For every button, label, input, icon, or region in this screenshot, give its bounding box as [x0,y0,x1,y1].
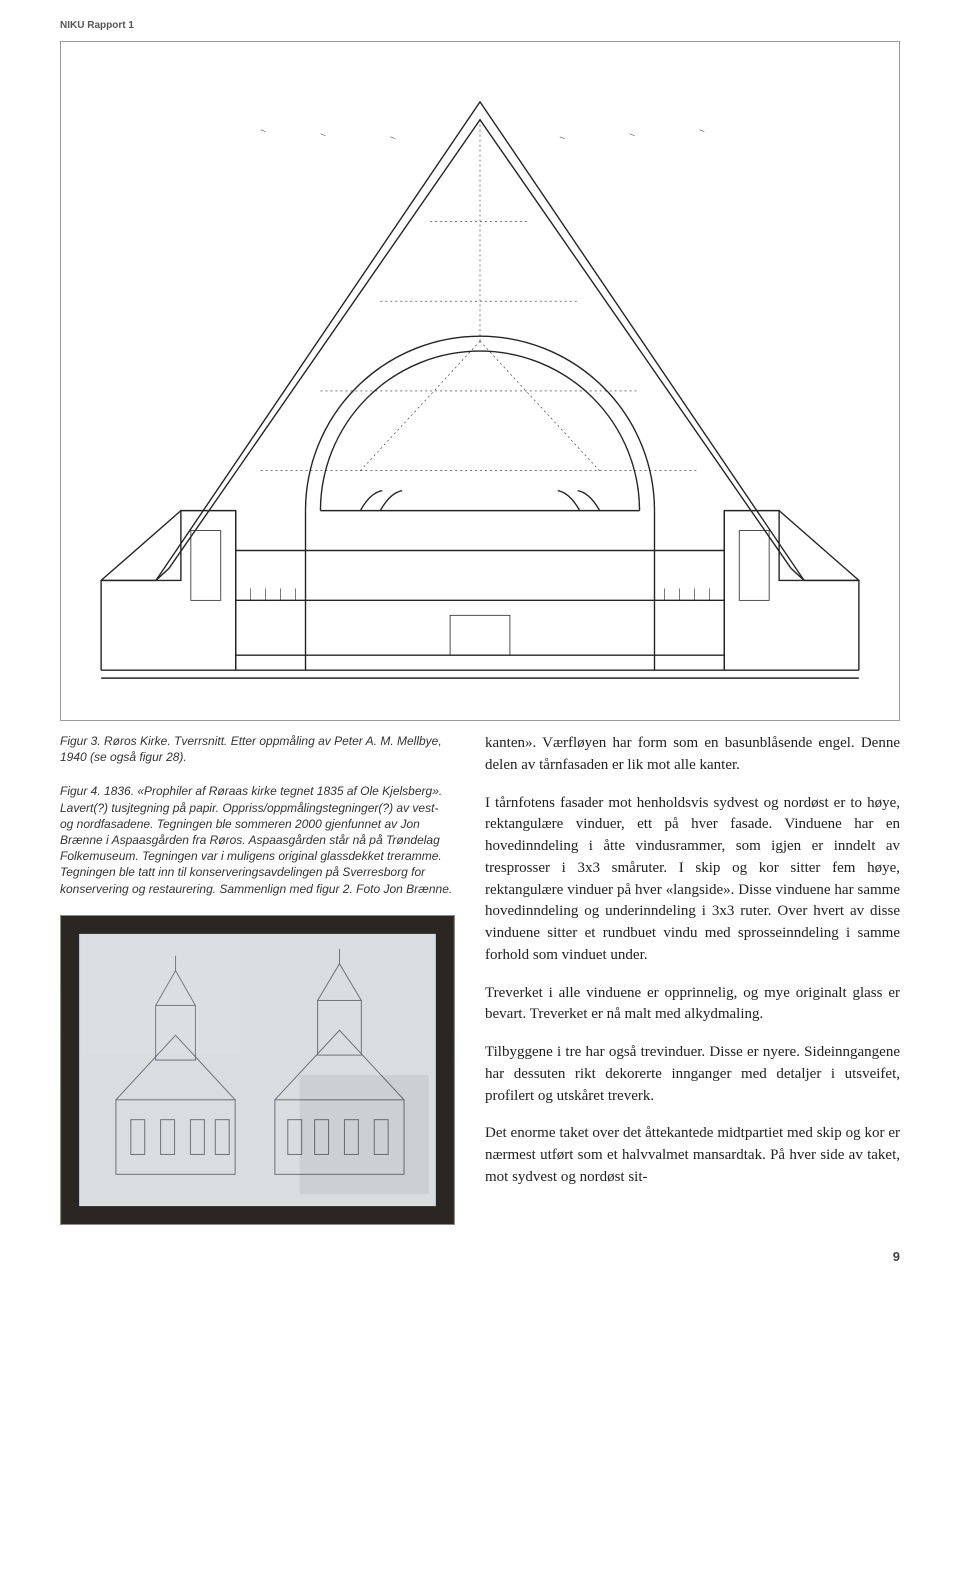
body-paragraph-4: Tilbyggene i tre har også trevinduer. Di… [485,1042,900,1107]
figure-4-caption: Figur 4. 1836. «Prophiler af Røraas kirk… [60,783,455,896]
two-column-layout: Figur 3. Røros Kirke. Tverrsnitt. Etter … [60,733,900,1225]
figure-3-cross-section [60,41,900,721]
body-paragraph-2: I tårnfotens fasader mot henholdsvis syd… [485,793,900,967]
report-label: NIKU Rapport 1 [60,20,900,31]
body-paragraph-3: Treverket i alle vinduene er opprinnelig… [485,983,900,1027]
figure-4-svg [61,916,454,1224]
cross-section-svg [61,42,899,720]
figure-3-caption: Figur 3. Røros Kirke. Tverrsnitt. Etter … [60,733,455,765]
figure-4-thumbnail [60,915,455,1225]
body-paragraph-1: kanten». Værfløyen har form som en basun… [485,733,900,777]
right-column: kanten». Værfløyen har form som en basun… [485,733,900,1225]
page-number: 9 [60,1249,900,1264]
body-paragraph-5: Det enorme taket over det åttekantede mi… [485,1123,900,1188]
left-column: Figur 3. Røros Kirke. Tverrsnitt. Etter … [60,733,455,1225]
